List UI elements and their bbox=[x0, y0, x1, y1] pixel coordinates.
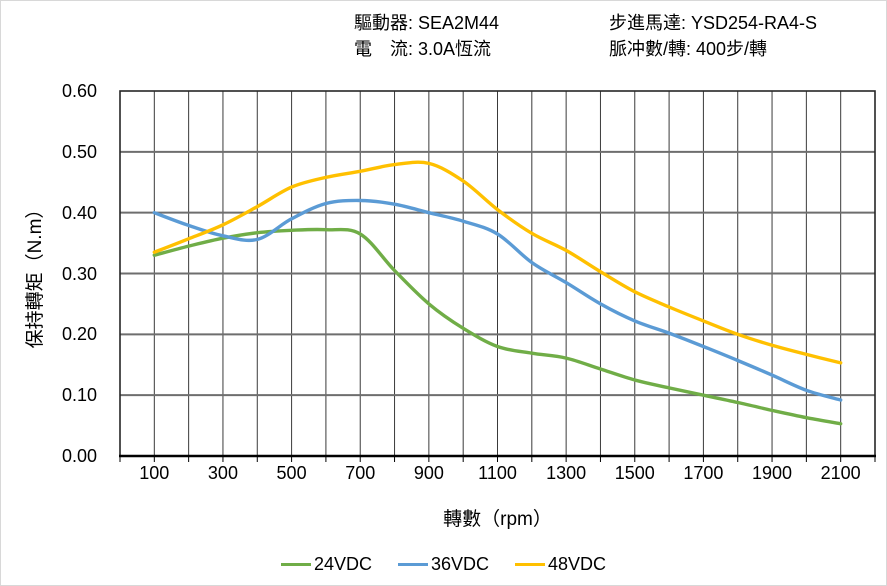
y-axis-title: 保持轉矩（N.m） bbox=[25, 199, 46, 349]
x-tick-label: 700 bbox=[345, 463, 376, 483]
series-line-48vdc bbox=[152, 160, 843, 365]
x-tick-label: 500 bbox=[276, 463, 307, 483]
y-tick-label: 0.30 bbox=[61, 263, 97, 284]
chart-legend: 24VDC 36VDC 48VDC bbox=[1, 549, 886, 579]
y-tick-label: 0.50 bbox=[61, 141, 97, 162]
series-line-24vdc bbox=[152, 227, 843, 426]
x-tick-label: 1500 bbox=[614, 463, 655, 483]
y-tick-label: 0.00 bbox=[61, 446, 97, 466]
legend-item-36vdc: 36VDC bbox=[397, 553, 490, 575]
y-tick-label: 0.40 bbox=[61, 202, 97, 223]
legend-label: 48VDC bbox=[548, 553, 607, 574]
y-tick-label: 0.60 bbox=[61, 81, 97, 101]
x-tick-label: 900 bbox=[413, 463, 444, 483]
header-left-block: 驅動器: SEA2M44 電 流: 3.0A恆流 bbox=[354, 10, 499, 62]
motor-model-text: 步進馬達: YSD254-RA4-S bbox=[609, 13, 818, 33]
header-right-block: 步進馬達: YSD254-RA4-S 脈冲數/轉: 400步/轉 bbox=[609, 10, 817, 62]
x-tick-label: 300 bbox=[207, 463, 238, 483]
x-axis-title: 轉數（rpm） bbox=[443, 509, 552, 530]
x-tick-label: 1700 bbox=[683, 463, 724, 483]
legend-item-24vdc: 24VDC bbox=[280, 553, 372, 575]
x-tick-label: 2100 bbox=[820, 463, 861, 483]
series-line-36vdc bbox=[152, 198, 843, 402]
x-tick-label: 1100 bbox=[478, 463, 517, 483]
current-text: 電 流: 3.0A恆流 bbox=[354, 39, 492, 59]
y-tick-label: 0.20 bbox=[61, 324, 97, 345]
pulses-per-rev-text: 脈冲數/轉: 400步/轉 bbox=[609, 39, 768, 59]
driver-model-text: 驅動器: SEA2M44 bbox=[354, 13, 500, 33]
y-tick-label: 0.10 bbox=[61, 385, 97, 406]
x-tick-label: 1900 bbox=[752, 463, 793, 483]
legend-swatch-48vdc bbox=[515, 562, 546, 566]
x-tick-label: 1300 bbox=[546, 463, 587, 483]
legend-swatch-24vdc bbox=[280, 562, 311, 566]
legend-label: 36VDC bbox=[430, 553, 490, 574]
x-tick-label: 100 bbox=[139, 463, 170, 483]
legend-swatch-36vdc bbox=[397, 562, 428, 566]
legend-label: 24VDC bbox=[313, 553, 372, 574]
legend-item-48vdc: 48VDC bbox=[515, 554, 606, 575]
